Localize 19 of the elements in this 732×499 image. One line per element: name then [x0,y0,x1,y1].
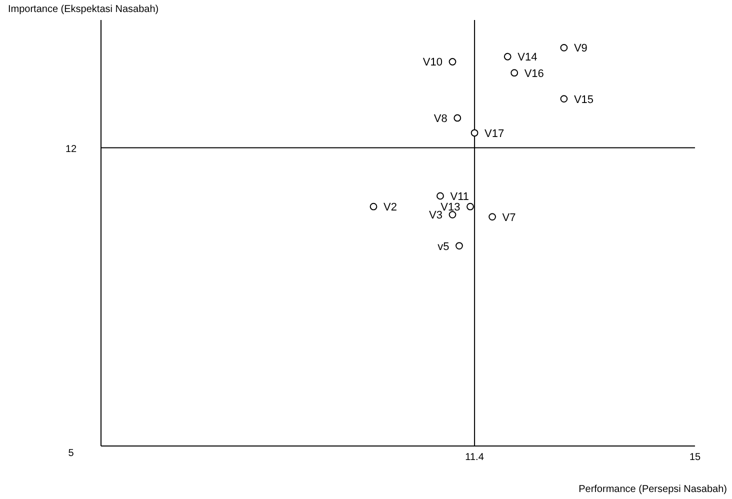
x-tick-label: 15 [689,452,701,463]
annotation: V10 [422,56,442,69]
annotation: V9 [574,42,588,55]
annotation: V15 [574,94,594,106]
x-axis-title: Performance (Persepsi Nasabah) [578,484,727,495]
annotation: V17 [484,128,504,140]
annotation: v5 [438,240,450,253]
annotation: V11 [450,190,470,203]
annotation: V8 [434,112,448,125]
annotation: V7 [502,212,516,224]
annotation: V2 [384,202,397,214]
x-tick-label: 11.4 [465,452,484,463]
annotation: V14 [518,52,538,64]
annotation: V16 [524,68,544,80]
y-tick-label: 5 [68,448,74,459]
annotation: V13 [440,202,460,214]
y-axis-title: Importance (Ekspektasi Nasabah) [8,4,159,15]
y-tick-label: 12 [65,144,77,155]
annotation: V3 [429,210,442,222]
